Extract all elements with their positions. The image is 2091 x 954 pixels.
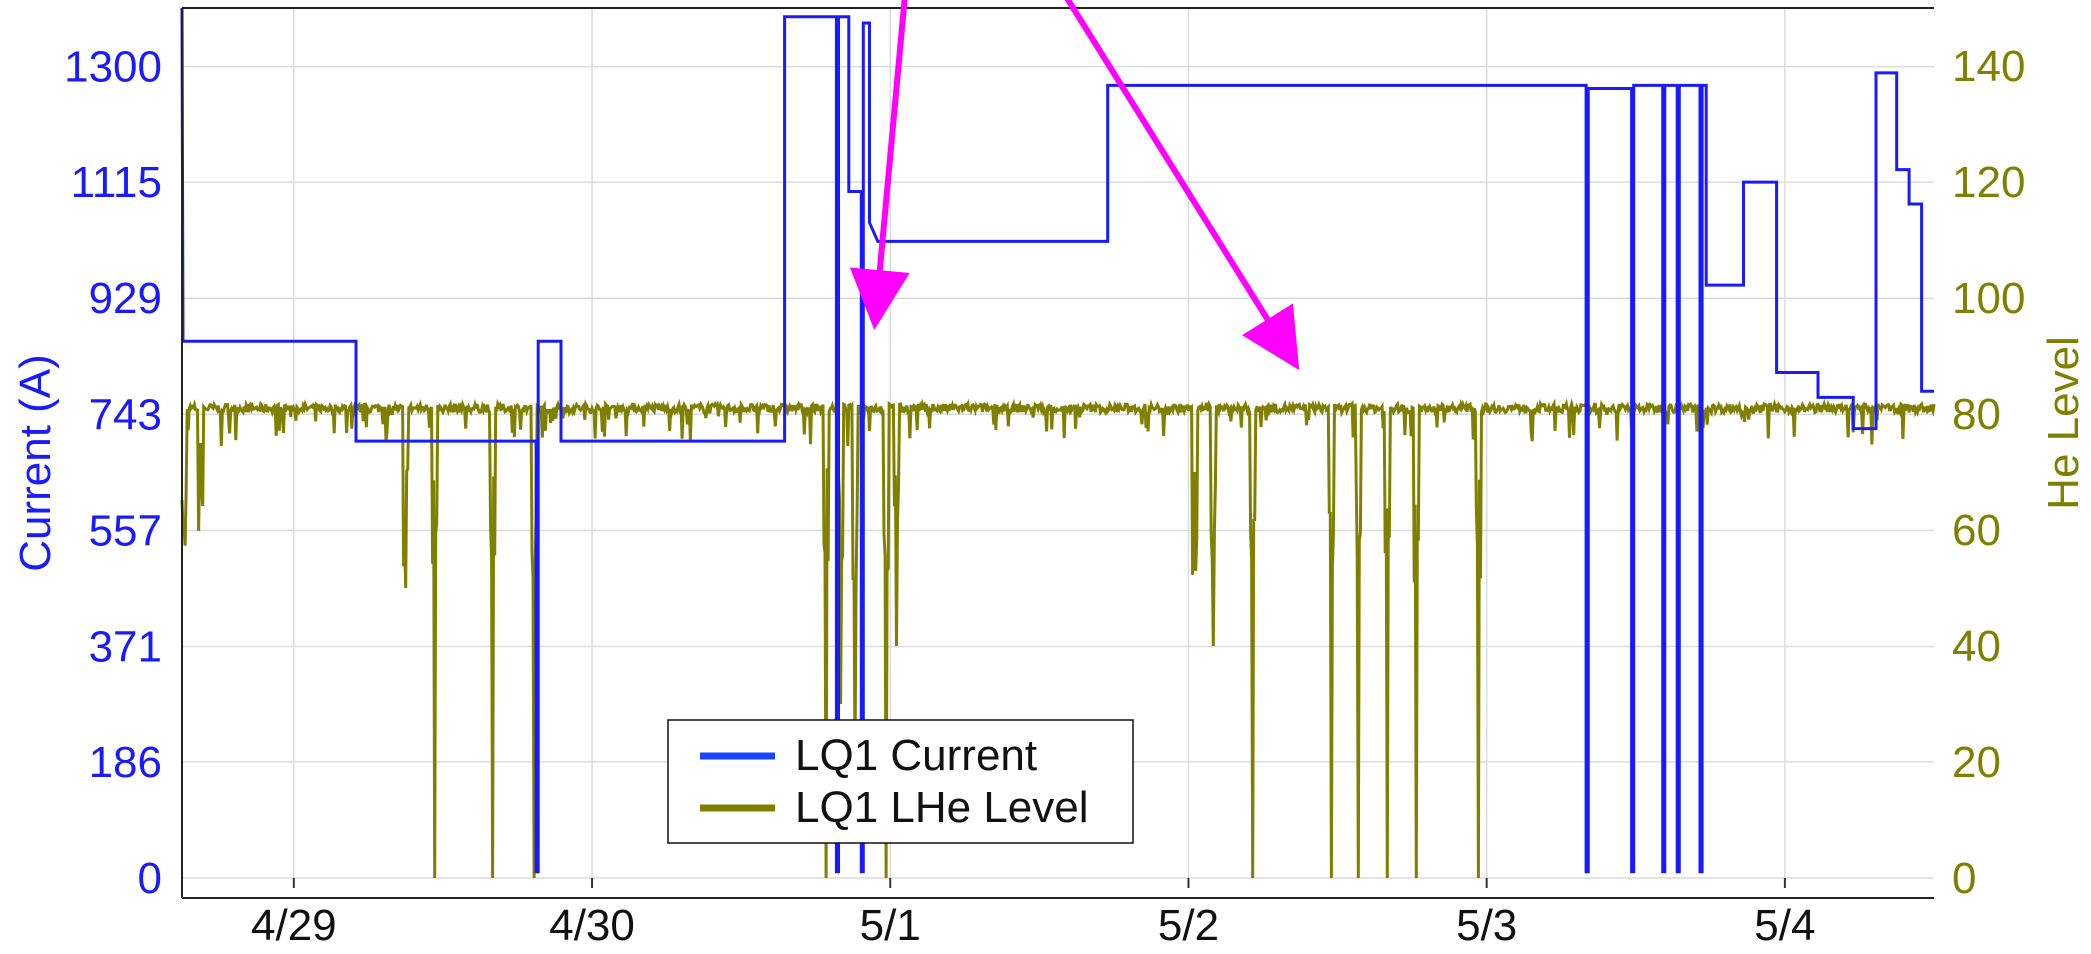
y-left-axis-title: Current (A) bbox=[11, 354, 60, 572]
y-right-axis-title: He Level bbox=[2039, 336, 2088, 510]
series-line-lq1-current bbox=[180, 7, 1934, 874]
legend: LQ1 Current LQ1 LHe Level bbox=[667, 719, 1134, 844]
axes: 4/29 4/30 5/1 5/2 5/3 5/4 0 186 371 557 743 929 1115… bbox=[11, 7, 2088, 950]
series-layer bbox=[180, 7, 1936, 879]
y-left-tick-label-7: 1300 bbox=[64, 43, 162, 92]
y-left-tick-label-6: 1115 bbox=[71, 158, 162, 207]
y-right-tick-label-6: 120 bbox=[1952, 158, 2025, 207]
y-left-tick-label-4: 743 bbox=[89, 390, 162, 439]
y-left-tick-label-5: 929 bbox=[89, 274, 162, 323]
x-tick-label-5: 5/4 bbox=[1754, 901, 1815, 950]
x-tick-label-1: 4/30 bbox=[549, 901, 635, 950]
x-tick-label-0: 4/29 bbox=[251, 901, 337, 950]
y-right-tick-label-5: 100 bbox=[1952, 274, 2025, 323]
y-right-tick-label-7: 140 bbox=[1952, 42, 2025, 91]
y-right-tick-label-4: 80 bbox=[1952, 390, 2001, 439]
y-left-tick-label-1: 186 bbox=[89, 738, 162, 787]
y-left-tick-label-2: 371 bbox=[89, 622, 162, 671]
y-right-tick-label-3: 60 bbox=[1952, 506, 2001, 555]
legend-label-current: LQ1 Current bbox=[795, 731, 1037, 780]
y-right-tick-label-2: 40 bbox=[1952, 622, 2001, 671]
legend-label-lhe: LQ1 LHe Level bbox=[795, 783, 1089, 832]
annotation-arrow-2 bbox=[1064, 0, 1300, 371]
y-right-tick-label-1: 20 bbox=[1952, 738, 2001, 787]
legend-box bbox=[667, 719, 1134, 844]
y-right-tick-label-0: 0 bbox=[1952, 854, 1976, 903]
x-tick-label-3: 5/2 bbox=[1158, 901, 1219, 950]
grid-lines bbox=[182, 8, 1934, 879]
annotation-arrows bbox=[849, 0, 1300, 371]
series-line-lq1-lhe-level bbox=[180, 398, 1936, 879]
y-left-tick-label-0: 0 bbox=[138, 854, 162, 903]
x-tick-label-4: 5/3 bbox=[1456, 901, 1517, 950]
annotation-arrow-1 bbox=[849, 0, 910, 330]
x-tick-label-2: 5/1 bbox=[860, 901, 921, 950]
y-left-tick-label-3: 557 bbox=[89, 506, 162, 555]
